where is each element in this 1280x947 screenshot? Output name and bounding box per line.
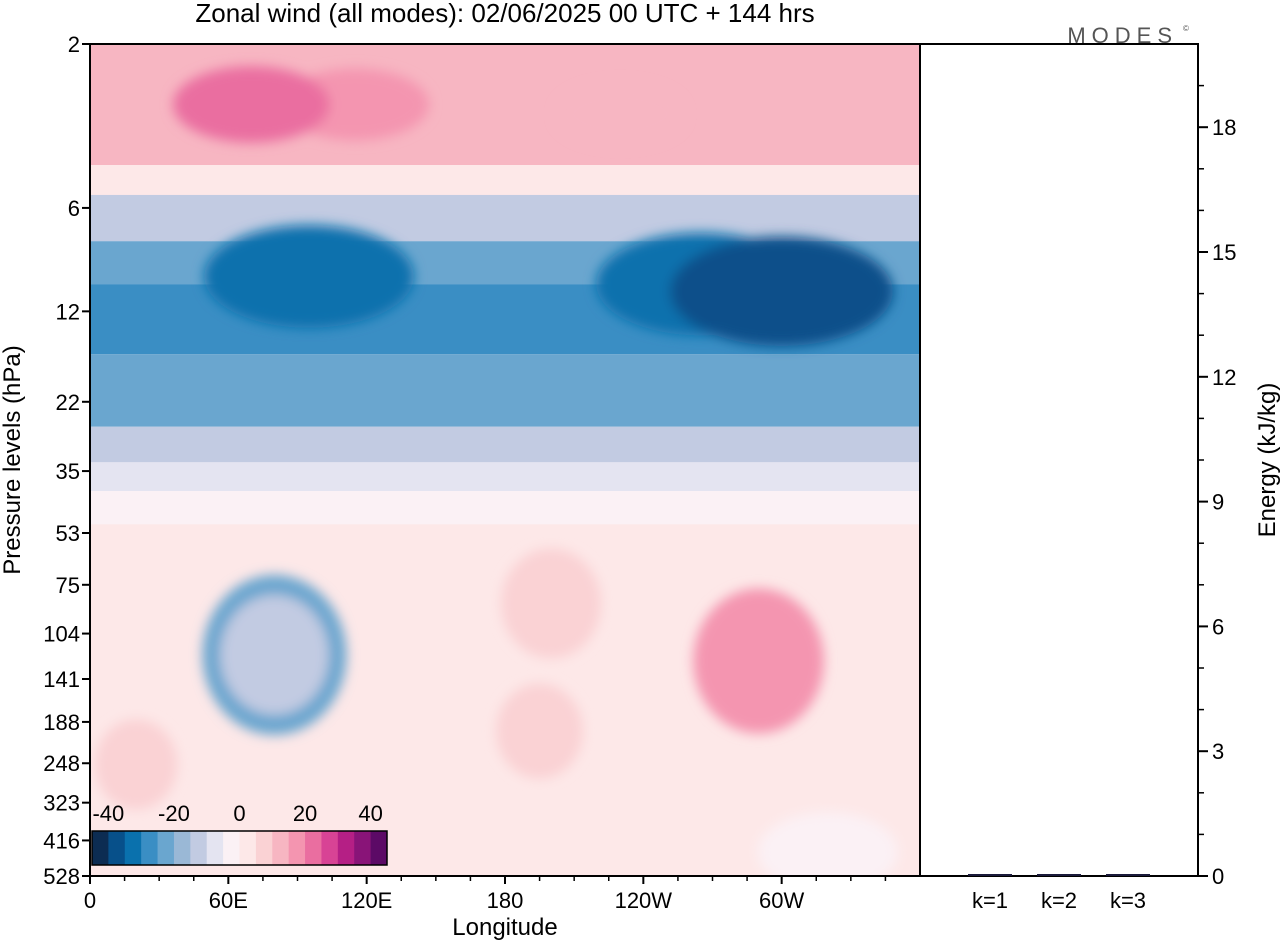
colorbar-frame bbox=[91, 830, 388, 866]
y-tick-label: 53 bbox=[56, 521, 80, 546]
colorbar-tick-label: -40 bbox=[92, 801, 124, 826]
colorbar-swatch bbox=[354, 831, 372, 865]
y2-tick-label: 9 bbox=[1212, 490, 1224, 515]
colorbar-swatch bbox=[255, 831, 273, 865]
y-tick-label: 188 bbox=[43, 710, 80, 735]
wind-feature bbox=[220, 594, 329, 715]
y2-axis: 0 3 6 9 12 15 18 bbox=[1198, 84, 1236, 889]
colorbar-swatch bbox=[108, 831, 126, 865]
colorbar-swatch bbox=[239, 831, 257, 865]
wind-band bbox=[90, 462, 920, 491]
x-tick-label: 120E bbox=[341, 888, 392, 913]
energy-bar-label: k=2 bbox=[1041, 888, 1077, 913]
x-axis: 0 60E 120E 180 120W 60W bbox=[84, 876, 887, 913]
wind-feature bbox=[557, 83, 684, 145]
wind-feature bbox=[757, 812, 898, 876]
y-tick-label: 22 bbox=[56, 390, 80, 415]
wind-band bbox=[90, 194, 920, 242]
wind-band bbox=[90, 426, 920, 463]
colorbar-swatch bbox=[124, 831, 142, 865]
y2-axis-label: Energy (kJ/kg) bbox=[1254, 383, 1280, 538]
y-tick-label: 416 bbox=[43, 828, 80, 853]
watermark-copyright-mark: © bbox=[1183, 24, 1189, 33]
x-tick-label: 180 bbox=[487, 888, 524, 913]
energy-bar bbox=[968, 874, 1012, 876]
energy-bar bbox=[1037, 874, 1081, 876]
wind-feature bbox=[501, 548, 602, 659]
colorbar-swatch bbox=[337, 831, 355, 865]
y2-tick-label: 12 bbox=[1212, 365, 1236, 390]
x-tick-label: 0 bbox=[84, 888, 96, 913]
colorbar-tick-label: 40 bbox=[358, 801, 382, 826]
colorbar-swatch bbox=[321, 831, 339, 865]
colorbar-tick-label: 20 bbox=[293, 801, 317, 826]
y2-tick-label: 6 bbox=[1212, 614, 1224, 639]
colorbar-swatch bbox=[305, 831, 322, 865]
energy-bars: k=1 k=2 k=3 bbox=[968, 874, 1150, 913]
colorbar-swatch bbox=[223, 831, 240, 865]
x-axis-label: Longitude bbox=[452, 914, 557, 941]
y-axis: 2 6 12 22 35 53 75 104 141 188 248 323 416 528 bbox=[43, 32, 90, 889]
wind-feature bbox=[172, 66, 330, 143]
colorbar-swatch bbox=[173, 831, 191, 865]
wind-feature bbox=[693, 588, 825, 734]
x-tick-label: 60E bbox=[209, 888, 248, 913]
wind-band bbox=[90, 354, 920, 427]
energy-bar-label: k=1 bbox=[972, 888, 1008, 913]
heatmap-field bbox=[90, 44, 920, 876]
y-tick-label: 528 bbox=[43, 864, 80, 889]
colorbar-swatch bbox=[288, 831, 306, 865]
colorbar-legend: -40 -20 0 20 40 bbox=[91, 801, 388, 866]
wind-band bbox=[90, 165, 920, 195]
y-tick-label: 6 bbox=[68, 196, 80, 221]
y-tick-label: 75 bbox=[56, 573, 80, 598]
colorbar-tick-label: 0 bbox=[233, 801, 245, 826]
colorbar-swatch bbox=[92, 831, 109, 865]
y-axis-label: Pressure levels (hPa) bbox=[0, 345, 26, 574]
y-tick-label: 104 bbox=[43, 622, 80, 647]
y-tick-label: 323 bbox=[43, 791, 80, 816]
y-tick-label: 35 bbox=[56, 459, 80, 484]
chart-title: Zonal wind (all modes): 02/06/2025 00 UT… bbox=[195, 0, 814, 28]
colorbar-swatch bbox=[272, 831, 290, 865]
y2-tick-label: 15 bbox=[1212, 240, 1236, 265]
x-tick-label: 60W bbox=[759, 888, 804, 913]
colorbar-swatch bbox=[206, 831, 224, 865]
wind-feature bbox=[496, 683, 583, 779]
y-tick-label: 2 bbox=[68, 32, 80, 57]
colorbar-tick-label: -20 bbox=[158, 801, 190, 826]
colorbar-swatch bbox=[141, 831, 159, 865]
wind-feature bbox=[94, 719, 178, 810]
energy-bar-label: k=3 bbox=[1110, 888, 1146, 913]
y2-tick-label: 18 bbox=[1212, 115, 1236, 140]
y2-tick-label: 0 bbox=[1212, 864, 1224, 889]
y2-tick-label: 3 bbox=[1212, 739, 1224, 764]
y-tick-label: 12 bbox=[56, 299, 80, 324]
y-tick-label: 141 bbox=[43, 667, 80, 692]
x-tick-label: 120W bbox=[615, 888, 673, 913]
wind-feature bbox=[670, 236, 894, 347]
energy-panel-frame bbox=[919, 43, 1199, 877]
colorbar-swatch bbox=[157, 831, 175, 865]
wind-band bbox=[90, 491, 920, 525]
colorbar-swatch bbox=[190, 831, 208, 865]
y-tick-label: 248 bbox=[43, 751, 80, 776]
colorbar-swatch bbox=[370, 831, 388, 865]
energy-bar bbox=[1106, 874, 1150, 876]
wind-feature bbox=[204, 225, 414, 328]
